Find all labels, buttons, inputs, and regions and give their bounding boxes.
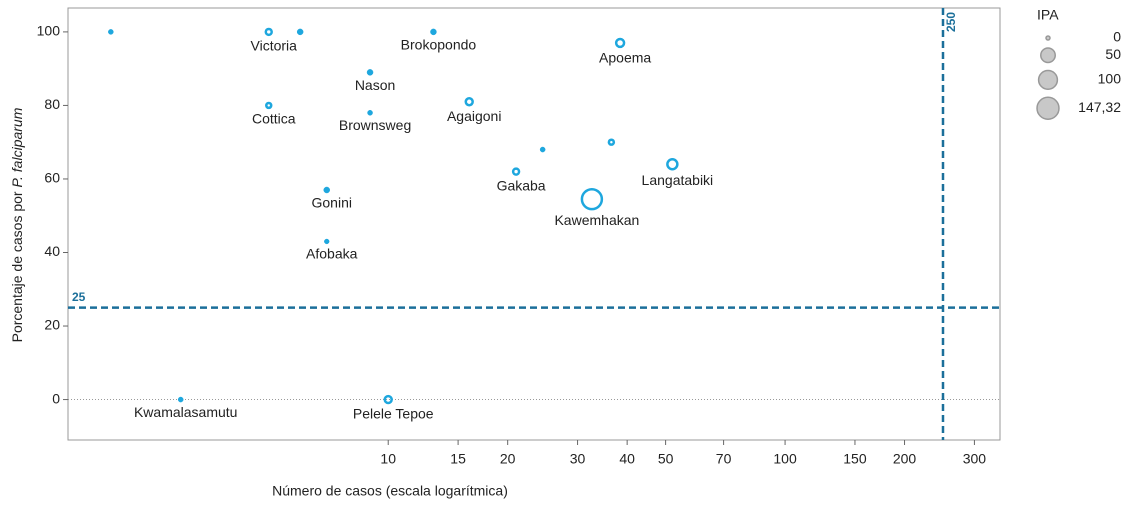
point-label: Langatabiki [642, 172, 714, 188]
x-tick-label: 20 [500, 451, 516, 467]
point-label: Kawemhakan [554, 212, 639, 228]
legend-bubble [1037, 69, 1059, 91]
legend-bubble [1040, 47, 1056, 64]
legend-label: 0 [1113, 29, 1121, 45]
bubble [324, 238, 330, 245]
bubble [265, 101, 273, 110]
point-label: Gonini [312, 195, 352, 211]
y-title-italic: P. falciparum [9, 107, 25, 187]
point-label: Apoema [599, 50, 651, 66]
legend-bubble [1045, 35, 1051, 41]
x-tick-label: 40 [619, 451, 635, 467]
point-label: Brownsweg [339, 117, 411, 133]
y-tick-label: 100 [37, 23, 61, 39]
bubble [177, 396, 184, 403]
x-tick-label: 200 [893, 451, 917, 467]
y-tick-label: 0 [52, 390, 60, 406]
bubble [296, 28, 304, 36]
bubble [607, 138, 616, 146]
y-tick-label: 40 [44, 243, 60, 259]
point-label: Victoria [251, 38, 298, 54]
legend-bubble [1036, 96, 1060, 120]
bubble [580, 187, 604, 211]
point-label: Nason [355, 77, 395, 93]
bubble [366, 69, 374, 76]
y-tick-label: 60 [44, 170, 60, 186]
x-tick-label: 15 [450, 451, 466, 467]
bubble [511, 167, 521, 176]
bubble [367, 110, 373, 116]
bubble [323, 186, 330, 194]
x-tick-label: 70 [716, 451, 732, 467]
legend-title: IPA [1037, 7, 1059, 23]
x-tick-label: 150 [843, 451, 867, 467]
bubble [539, 146, 546, 153]
x-tick-label: 30 [570, 451, 586, 467]
x-tick-label: 300 [963, 451, 987, 467]
x-tick-label: 100 [773, 451, 797, 467]
ref-y-label: 25 [72, 290, 86, 304]
legend-label: 100 [1098, 71, 1122, 87]
bubble [614, 37, 626, 49]
legend-label: 50 [1105, 46, 1121, 62]
x-tick-label: 10 [380, 451, 396, 467]
point-label: Kwamalasamutu [134, 404, 238, 420]
y-axis-title: Porcentaje de casos por P. falciparum [9, 107, 25, 342]
bubble [383, 394, 393, 405]
bubble [264, 27, 273, 37]
point-label: Pelele Tepoe [353, 406, 434, 422]
x-tick-label: 50 [658, 451, 674, 467]
point-label: Brokopondo [401, 37, 477, 53]
bubble [108, 29, 114, 35]
ref-x-label: 250 [944, 12, 958, 32]
point-label: Afobaka [306, 246, 358, 262]
bubble [430, 28, 437, 36]
bubble [666, 158, 679, 171]
x-axis-title: Número de casos (escala logarítmica) [272, 483, 508, 499]
point-label: Agaigoni [447, 108, 502, 124]
y-tick-label: 80 [44, 96, 60, 112]
point-label: Cottica [252, 111, 296, 127]
point-label: Gakaba [497, 177, 546, 193]
plot-frame [67, 7, 1001, 441]
bubble [464, 97, 474, 107]
y-tick-label: 20 [44, 317, 60, 333]
y-title-text: Porcentaje de casos por [9, 191, 25, 342]
legend-label: 147,32 [1078, 99, 1121, 115]
